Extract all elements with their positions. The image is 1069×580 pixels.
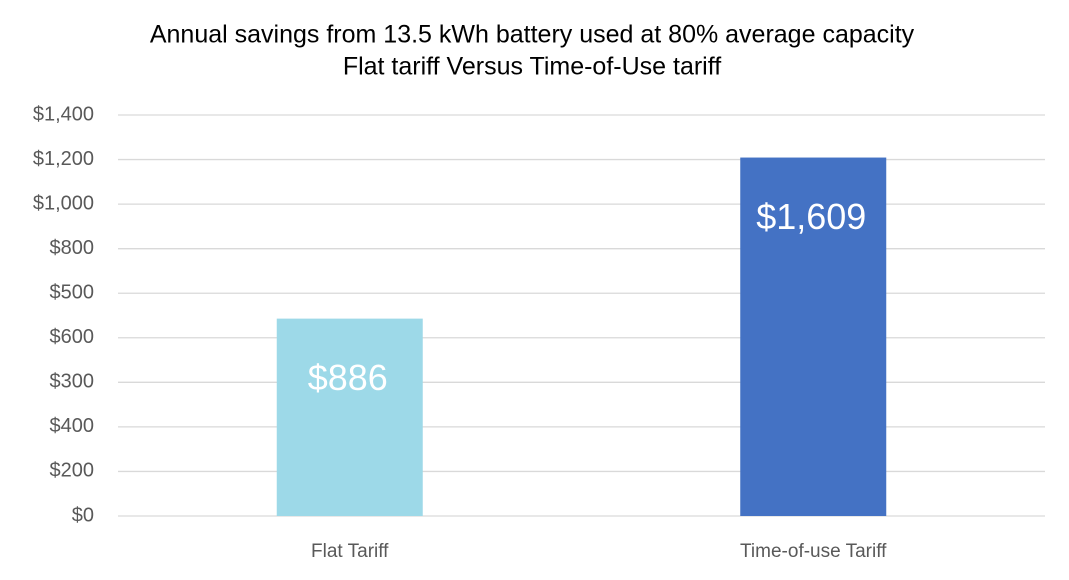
chart-subtitle: Flat tariff Versus Time-of-Use tariff — [343, 53, 721, 81]
y-tick-label: $400 — [50, 415, 95, 437]
y-tick-label: $1,200 — [33, 148, 94, 170]
data-label: $886 — [308, 357, 388, 398]
x-tick-label: Time-of-use Tariff — [740, 541, 887, 562]
x-tick-label: Flat Tariff — [311, 541, 389, 562]
y-tick-label: $1,000 — [33, 192, 94, 214]
y-tick-label: $1,400 — [33, 103, 94, 125]
y-tick-label: $600 — [50, 326, 95, 348]
y-tick-label: $300 — [50, 371, 95, 393]
bar — [740, 157, 887, 517]
y-tick-label: $200 — [50, 460, 95, 482]
y-tick-label: $800 — [50, 237, 95, 259]
y-tick-label: $0 — [72, 504, 94, 526]
data-label: $1,609 — [756, 196, 866, 237]
y-tick-label: $500 — [50, 282, 95, 304]
chart-title: Annual savings from 13.5 kWh battery use… — [150, 21, 915, 49]
bar — [276, 318, 423, 516]
